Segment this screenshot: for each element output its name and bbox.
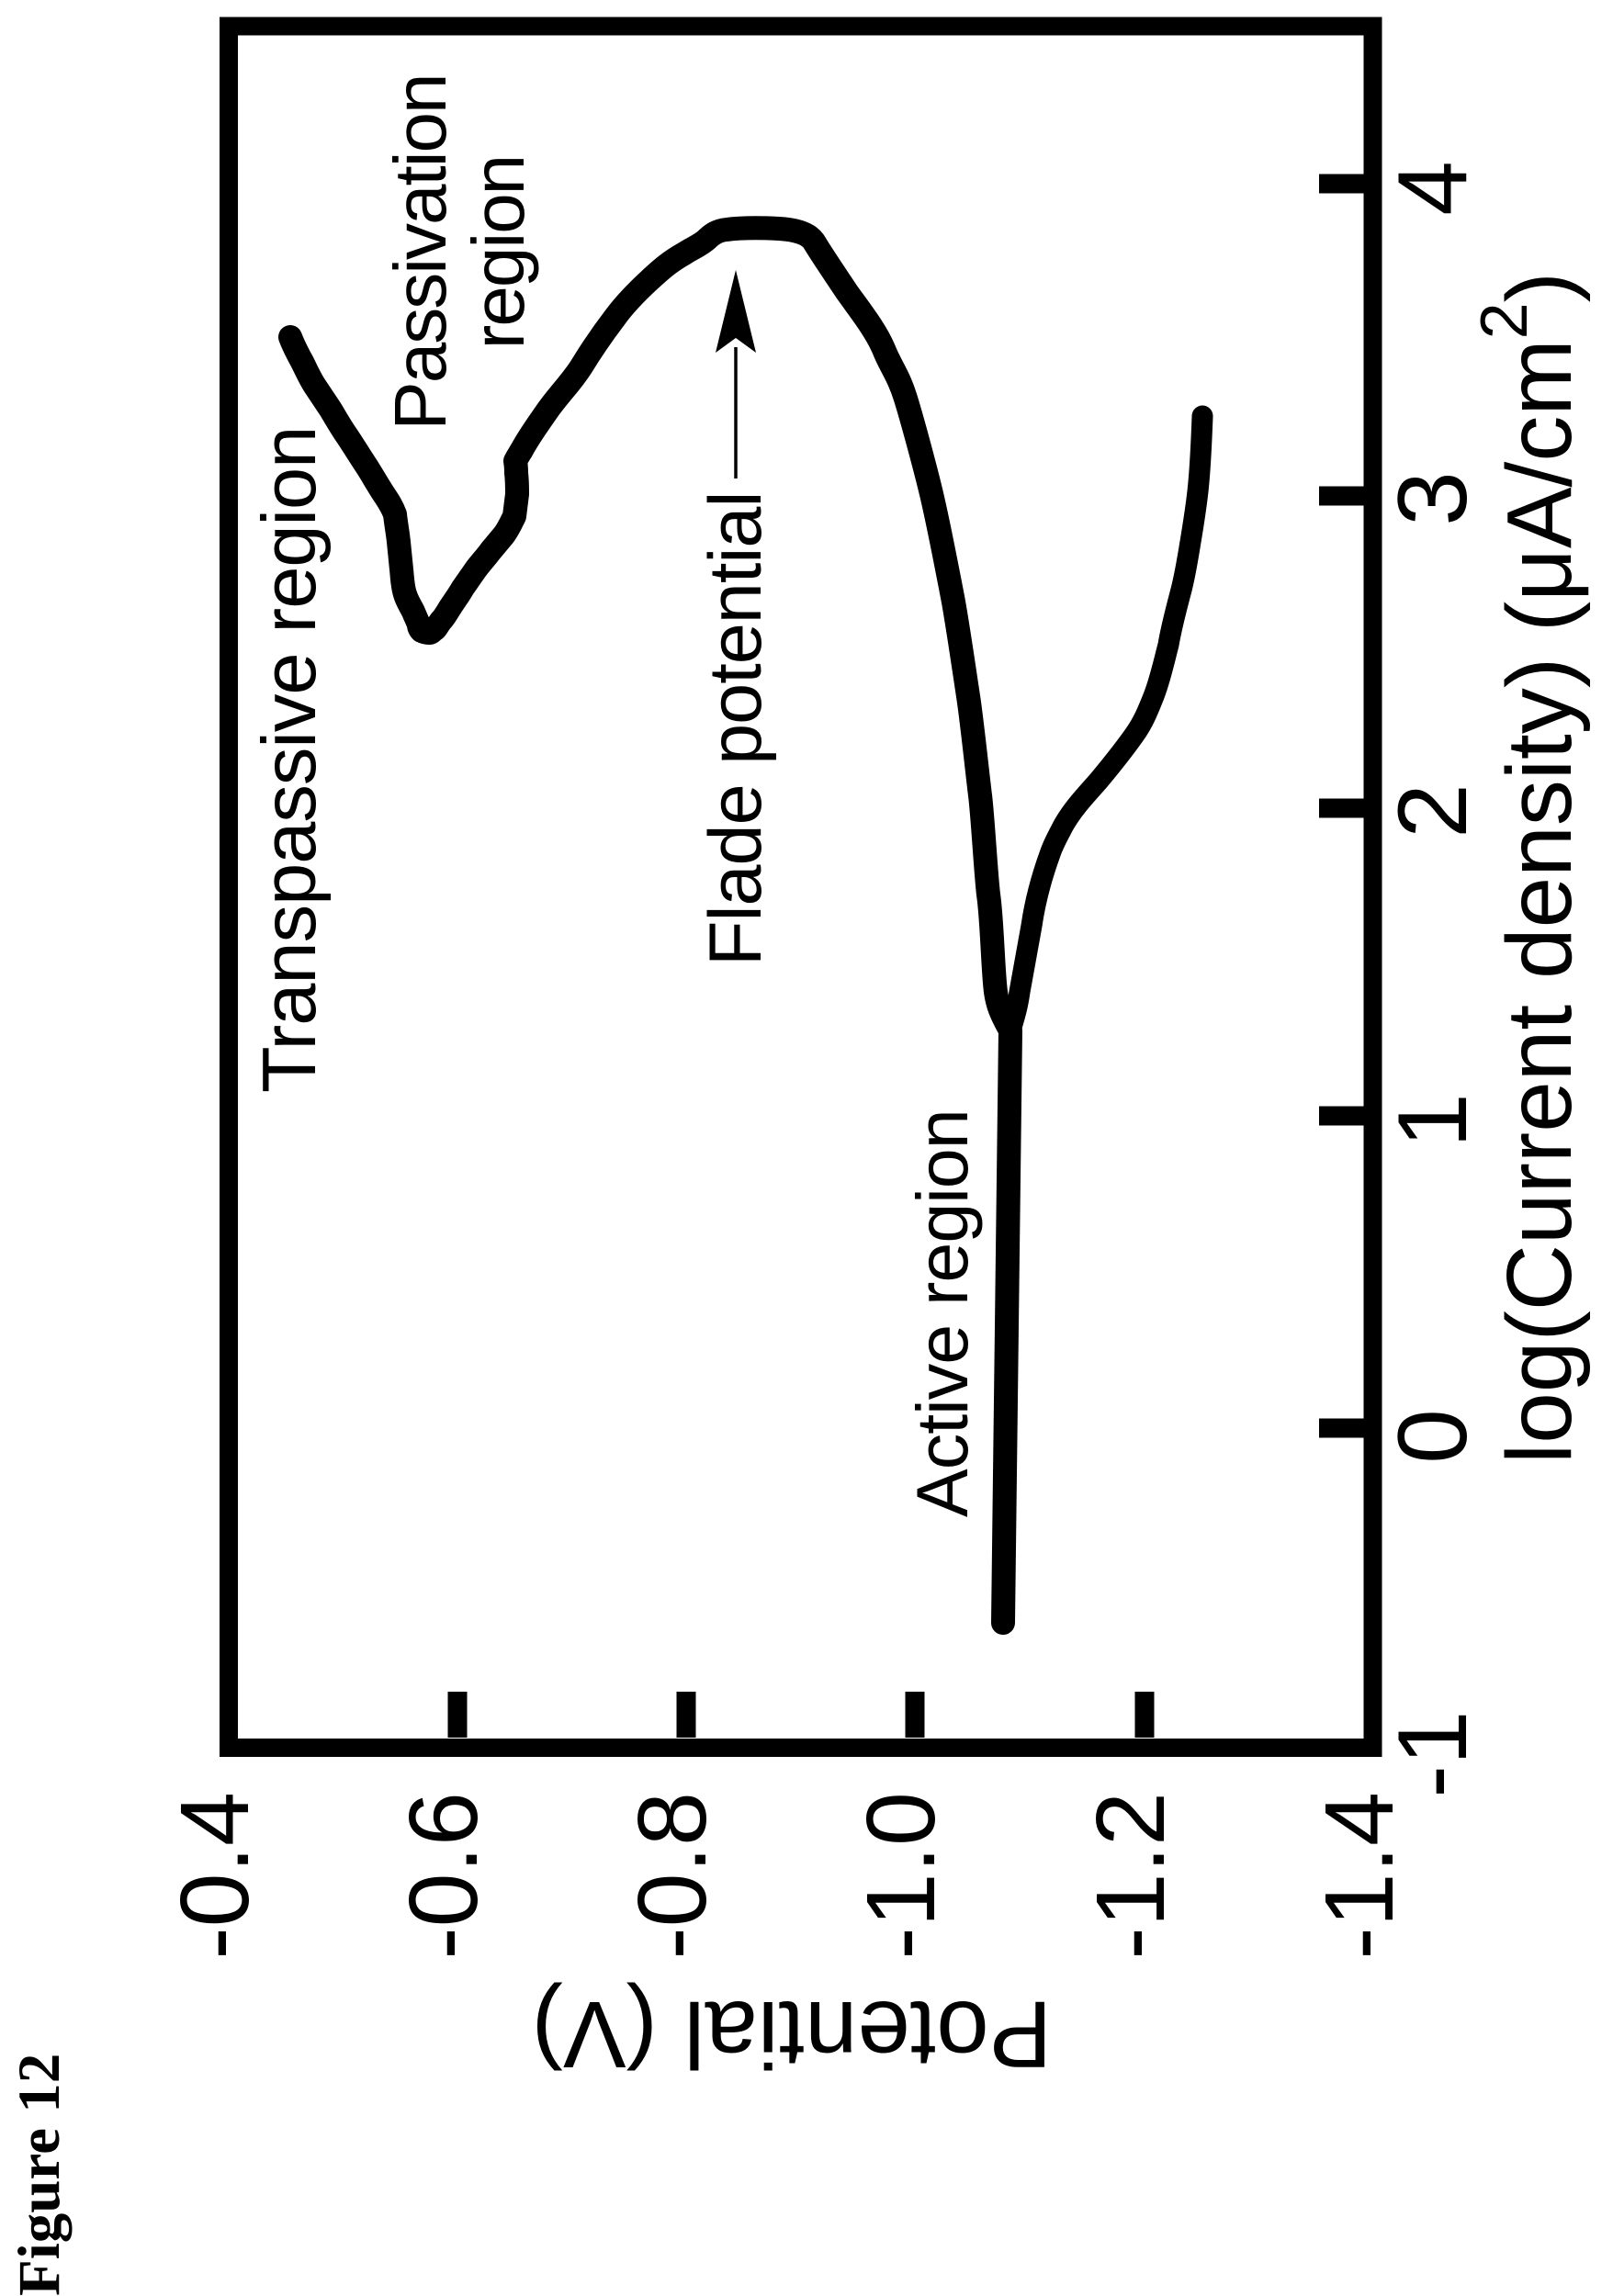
svg-text:-0.8: -0.8 bbox=[618, 1792, 727, 1960]
svg-text:4: 4 bbox=[1377, 161, 1487, 216]
svg-text:-0.6: -0.6 bbox=[389, 1792, 498, 1960]
svg-text:-1.4: -1.4 bbox=[1305, 1792, 1414, 1960]
svg-text:log(Current density) (μA/cm2): log(Current density) (μA/cm2) bbox=[1468, 272, 1591, 1464]
svg-text:-1.2: -1.2 bbox=[1077, 1792, 1185, 1960]
svg-text:0: 0 bbox=[1377, 1409, 1487, 1464]
svg-text:2: 2 bbox=[1377, 783, 1487, 838]
svg-text:-1.0: -1.0 bbox=[847, 1792, 955, 1960]
svg-text:region: region bbox=[457, 156, 539, 349]
svg-text:Transpassive region: Transpassive region bbox=[246, 427, 332, 1093]
svg-text:-1: -1 bbox=[1377, 1710, 1487, 1797]
svg-text:Flade potential: Flade potential bbox=[694, 492, 777, 966]
svg-text:Passivation: Passivation bbox=[379, 74, 461, 430]
svg-text:1: 1 bbox=[1377, 1093, 1487, 1148]
svg-text:Active region: Active region bbox=[901, 1109, 983, 1517]
svg-text:3: 3 bbox=[1377, 471, 1487, 526]
svg-text:-0.4: -0.4 bbox=[161, 1792, 269, 1960]
svg-text:Potential (V): Potential (V) bbox=[532, 1982, 1053, 2088]
